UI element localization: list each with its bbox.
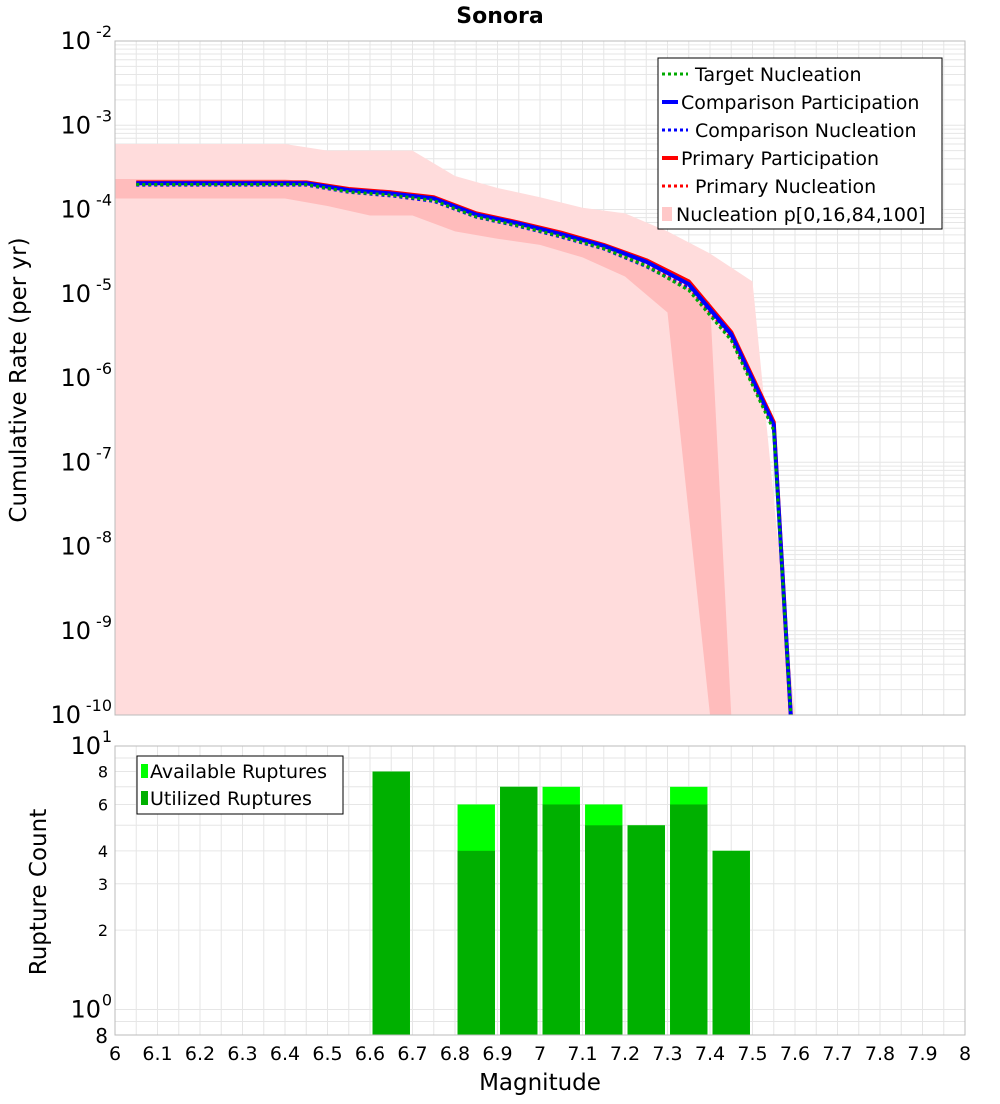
top-y-tick-label: -3 10 [60, 106, 112, 139]
top-y-tick-label-exp: -7 [96, 443, 112, 462]
bottom-plot-frame [114, 745, 966, 1036]
legend-swatch [662, 207, 672, 221]
bottom-legend: Available Ruptures Utilized Ruptures [136, 755, 344, 815]
legend-label: Primary Nucleation [695, 176, 876, 198]
top-y-tick-label-base: 10 [60, 111, 91, 139]
top-y-tick-label: -9 10 [60, 612, 112, 645]
bottom-y-tick-label: 8 [98, 763, 108, 782]
bar-utilized [372, 771, 410, 1035]
x-tick-label: 8 [959, 1043, 971, 1065]
bottom-y-pow-tick-label: 010 [70, 990, 112, 1023]
legend-label: Primary Participation [681, 148, 879, 170]
top-y-tick-label-exp: -4 [96, 191, 112, 210]
top-y-tick-label-exp: -5 [96, 275, 112, 294]
bottom-y-tick-label: 6 [98, 795, 108, 814]
x-tick-label: 6.7 [397, 1043, 427, 1065]
top-y-axis-label: Cumulative Rate (per yr) [6, 237, 32, 522]
x-tick-label: 7 [534, 1043, 546, 1065]
bottom-y-min-label: 8 [95, 1024, 108, 1048]
x-tick-label: 7.7 [822, 1043, 852, 1065]
x-tick-label: 6.4 [270, 1043, 300, 1065]
bottom-y-tick-label: 4 [98, 842, 108, 861]
top-y-tick-label: -2 10 [60, 22, 112, 55]
bar-utilized [585, 825, 623, 1035]
top-y-tick-label-exp: -9 [96, 612, 112, 631]
top-y-tick-label: -8 10 [60, 528, 112, 561]
top-legend-box [657, 57, 943, 230]
x-tick-label: 7.5 [737, 1043, 767, 1065]
series-line-target-nucleation [136, 183, 793, 715]
x-tick-label: 6.6 [355, 1043, 385, 1065]
top-y-tick-label-base: 10 [60, 533, 91, 561]
legend-swatch [141, 791, 148, 805]
legend-label: Comparison Participation [681, 92, 919, 114]
x-tick-label: 7.2 [610, 1043, 640, 1065]
bar-utilized [542, 804, 580, 1035]
chart-title: Sonora [456, 4, 543, 29]
bottom-y-tick-label: 3 [98, 875, 108, 894]
top-chart: -2 10 -3 10 -4 10 -5 10 -6 10 -7 10 -8 10 -9 10 -10 10 Tar… [50, 22, 966, 729]
top-y-tick-label: -6 10 [60, 359, 112, 392]
legend-swatch [141, 764, 148, 778]
top-y-tick-label-base: 10 [60, 448, 91, 476]
bottom-y-tick-label: 2 [98, 921, 108, 940]
x-tick-label: 6.3 [227, 1043, 257, 1065]
top-legend: Target Nucleation Comparison Participatio… [657, 57, 943, 230]
x-tick-label: 7.6 [780, 1043, 810, 1065]
x-tick-label: 7.9 [907, 1043, 937, 1065]
x-axis-label: Magnitude [479, 1070, 601, 1096]
x-tick-label: 6.8 [440, 1043, 470, 1065]
top-bands [115, 143, 795, 715]
top-y-tick-label-exp: -6 [96, 359, 112, 378]
top-y-tick-label: -10 10 [50, 696, 112, 729]
top-y-tick-label-base: 10 [60, 280, 91, 308]
top-series [136, 180, 793, 715]
bar-utilized [457, 850, 495, 1035]
bottom-y-pow-tick-label-exp: 0 [102, 990, 112, 1009]
x-tick-label: 7.1 [567, 1043, 597, 1065]
band-p0-p100 [115, 143, 795, 715]
bar-utilized [670, 804, 708, 1035]
bottom-legend-box [136, 755, 344, 815]
x-tick-label: 6 [109, 1043, 121, 1065]
bottom-bars [372, 771, 750, 1035]
bar-utilized [627, 825, 665, 1035]
top-y-tick-label-base: 10 [50, 701, 81, 729]
bar-utilized [712, 850, 750, 1035]
bottom-y-pow-tick-label-base: 10 [70, 732, 101, 760]
legend-label: Utilized Ruptures [150, 788, 312, 810]
bottom-y-axis-label: Rupture Count [26, 809, 52, 975]
top-y-tick-label-exp: -2 [96, 22, 112, 41]
series-line-comparison-participation [136, 181, 793, 715]
x-tick-label: 6.5 [312, 1043, 342, 1065]
bottom-y-pow-tick-label-exp: 1 [102, 727, 112, 746]
x-tick-label: 7.4 [695, 1043, 725, 1065]
top-y-tick-label-exp: -10 [86, 696, 112, 715]
x-tick-label: 6.9 [482, 1043, 512, 1065]
legend-label: Target Nucleation [694, 64, 862, 86]
top-y-tick-label-exp: -3 [96, 106, 112, 125]
top-y-tick-label: -7 10 [60, 443, 112, 476]
x-tick-label: 6.2 [185, 1043, 215, 1065]
bottom-y-pow-tick-label-base: 10 [70, 995, 101, 1023]
top-y-tick-label-base: 10 [60, 196, 91, 224]
top-y-tick-label-base: 10 [60, 617, 91, 645]
top-y-tick-label-exp: -8 [96, 528, 112, 547]
legend-label: Nucleation p[0,16,84,100] [676, 204, 925, 226]
legend-label: Available Ruptures [150, 761, 327, 783]
top-y-tick-label: -5 10 [60, 275, 112, 308]
x-tick-label: 6.1 [142, 1043, 172, 1065]
top-y-tick-label-base: 10 [60, 364, 91, 392]
bottom-y-pow-tick-label: 110 [70, 727, 112, 760]
legend-label: Comparison Nucleation [695, 120, 917, 142]
top-y-tick-label-base: 10 [60, 27, 91, 55]
top-y-tick-label: -4 10 [60, 191, 112, 224]
bar-utilized [500, 786, 538, 1035]
top-plot-frame [114, 40, 966, 716]
x-tick-label: 7.8 [865, 1043, 895, 1065]
x-tick-label: 7.3 [652, 1043, 682, 1065]
